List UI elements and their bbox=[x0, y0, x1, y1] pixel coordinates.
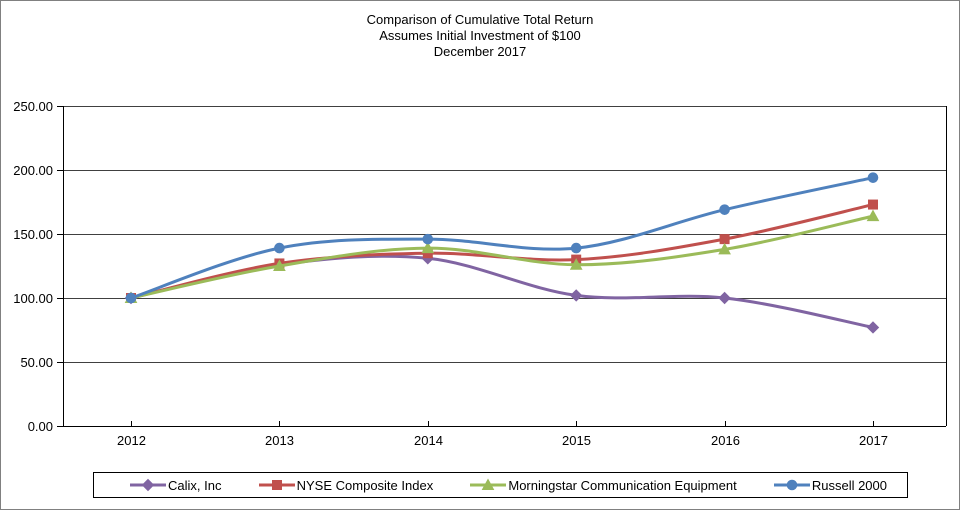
series-nyse-composite-index-square-marker-icon bbox=[868, 199, 878, 210]
x-axis-label-2015: 2015 bbox=[562, 433, 591, 448]
legend-entry-morningstar-communication-equipment: Morningstar Communication Equipment bbox=[470, 477, 737, 493]
x-axis-label-2012: 2012 bbox=[117, 433, 146, 448]
legend-russell-2000-circle-marker-icon bbox=[786, 479, 798, 491]
chart-legend: Calix, Inc NYSE Composite Index Mornings… bbox=[93, 472, 908, 498]
series-line-calix-inc bbox=[129, 254, 875, 329]
series-morningstar-communication-equipment-triangle-marker-icon bbox=[866, 209, 880, 222]
legend-label-calix-inc: Calix, Inc bbox=[168, 477, 222, 493]
y-axis-label-150: 150.00 bbox=[13, 227, 53, 242]
legend-label-morningstar-communication-equipment: Morningstar Communication Equipment bbox=[508, 477, 737, 493]
legend-label-russell-2000: Russell 2000 bbox=[811, 477, 887, 493]
chart-title-block: Comparison of Cumulative Total Return As… bbox=[1, 12, 959, 60]
series-line-nyse-composite-index bbox=[129, 203, 875, 300]
x-axis-label-2016: 2016 bbox=[711, 433, 740, 448]
legend-label-nyse-composite-index: NYSE Composite Index bbox=[296, 477, 434, 493]
legend-calix-inc-diamond-marker-icon bbox=[141, 478, 155, 492]
series-calix-inc-diamond-marker-icon bbox=[569, 289, 583, 302]
y-axis-label-100: 100.00 bbox=[13, 291, 53, 306]
legend-nyse-composite-index-square-marker-icon bbox=[271, 480, 282, 490]
series-morningstar-communication-equipment-triangle-marker-icon bbox=[718, 242, 731, 255]
chart-title-line2: Assumes Initial Investment of $100 bbox=[379, 28, 581, 43]
series-russell-2000-circle-marker-icon bbox=[274, 242, 285, 254]
series-line-russell-2000 bbox=[129, 176, 875, 300]
y-axis-label-200: 200.00 bbox=[13, 163, 53, 178]
x-axis-label-2017: 2017 bbox=[859, 433, 888, 448]
series-nyse-composite-index-square-marker-icon bbox=[719, 234, 730, 245]
series-russell-2000-circle-marker-icon bbox=[867, 172, 879, 183]
series-russell-2000-circle-marker-icon bbox=[570, 242, 582, 254]
series-morningstar-communication-equipment-triangle-marker-icon bbox=[421, 241, 435, 254]
y-axis-label-0: 0.00 bbox=[28, 419, 53, 434]
morningstar-communication-equipment-legend-swatch-icon bbox=[470, 478, 507, 490]
chart-title-line1: Comparison of Cumulative Total Return bbox=[366, 12, 594, 27]
legend-morningstar-communication-equipment-triangle-marker-icon bbox=[482, 478, 495, 490]
series-russell-2000-circle-marker-icon bbox=[719, 204, 730, 215]
x-axis-label-2014: 2014 bbox=[414, 433, 443, 448]
x-axis-label-2013: 2013 bbox=[265, 433, 294, 448]
russell-2000-legend-swatch-icon bbox=[773, 479, 810, 491]
series-russell-2000-circle-marker-icon bbox=[125, 292, 137, 304]
series-morningstar-communication-equipment-triangle-marker-icon bbox=[569, 258, 583, 270]
y-axis-label-50: 50.00 bbox=[20, 355, 53, 370]
calix-inc-legend-swatch-icon bbox=[130, 478, 166, 492]
series-morningstar-communication-equipment-triangle-marker-icon bbox=[273, 259, 286, 271]
legend-entry-russell-2000: Russell 2000 bbox=[773, 477, 887, 493]
series-line-morningstar-communication-equipment bbox=[129, 214, 875, 300]
y-axis-label-250: 250.00 bbox=[13, 99, 53, 114]
series-calix-inc-diamond-marker-icon bbox=[866, 321, 880, 334]
chart-title-line3: December 2017 bbox=[433, 44, 527, 59]
series-russell-2000-circle-marker-icon bbox=[422, 233, 434, 245]
legend-entry-calix-inc: Calix, Inc bbox=[130, 478, 221, 493]
legend-entry-nyse-composite-index: NYSE Composite Index bbox=[258, 477, 434, 493]
series-calix-inc-diamond-marker-icon bbox=[718, 291, 731, 305]
nyse-composite-index-legend-swatch-icon bbox=[258, 480, 295, 490]
